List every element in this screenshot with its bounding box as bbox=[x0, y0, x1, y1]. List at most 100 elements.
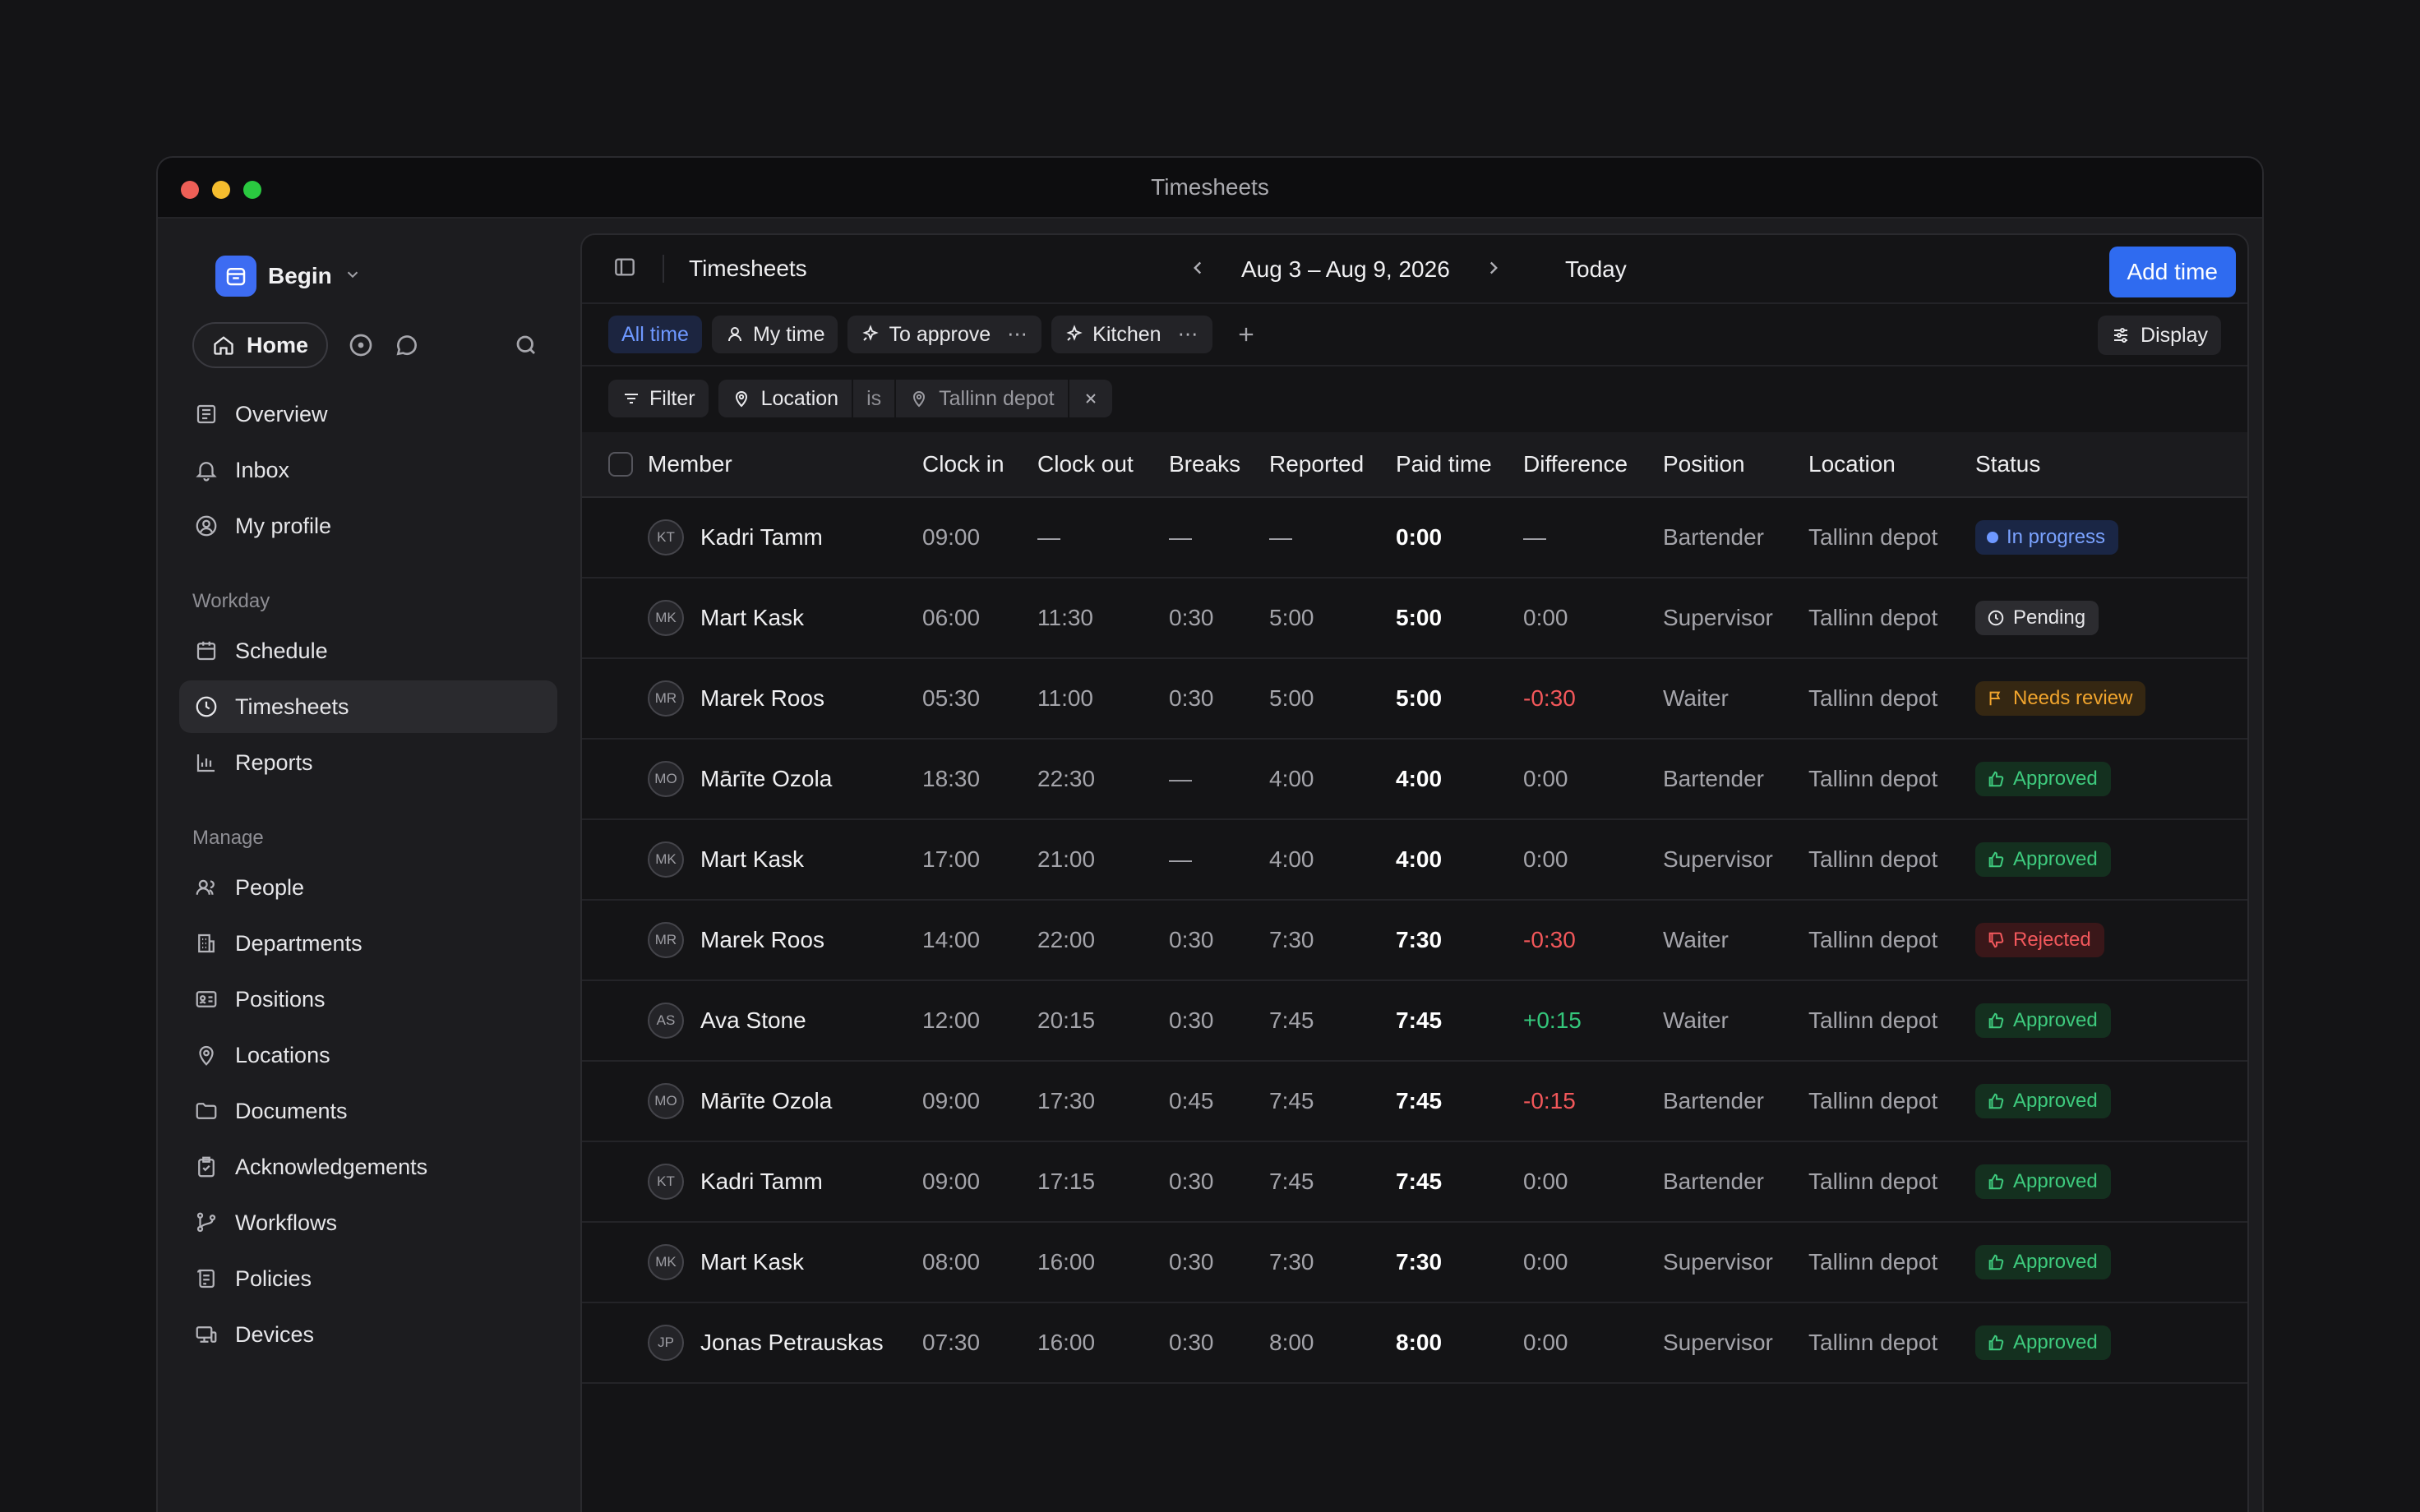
sidebar-item-policies[interactable]: Policies bbox=[179, 1252, 557, 1305]
table-row[interactable]: MO Mārīte Ozola 18:30 22:30 — 4:00 4:00 0:00 Bar… bbox=[582, 740, 2247, 820]
select-all-checkbox[interactable] bbox=[608, 452, 633, 477]
sidebar-item-people[interactable]: People bbox=[179, 861, 557, 914]
filter-operator[interactable]: is bbox=[853, 380, 897, 417]
status-badge[interactable]: In progress bbox=[1975, 520, 2119, 555]
table-row[interactable]: JP Jonas Petrauskas 07:30 16:00 0:30 8:00 8:00… bbox=[582, 1303, 2247, 1384]
table-row[interactable]: MO Mārīte Ozola 09:00 17:30 0:45 7:45 7:45 -0:1… bbox=[582, 1062, 2247, 1142]
column-reported[interactable]: Reported bbox=[1269, 451, 1365, 477]
table-row[interactable]: MK Mart Kask 17:00 21:00 — 4:00 4:00 0:00 Superv… bbox=[582, 820, 2247, 901]
sidebar-item-workflows[interactable]: Workflows bbox=[179, 1196, 557, 1249]
member-name[interactable]: Kadri Tamm bbox=[700, 524, 823, 550]
minimize-window-button[interactable] bbox=[212, 181, 230, 199]
sidebar-item-acknowledgements[interactable]: Acknowledgements bbox=[179, 1141, 557, 1193]
sparkle-icon bbox=[1066, 325, 1083, 341]
more-options-icon[interactable]: ⋯ bbox=[1177, 323, 1199, 346]
messages-button[interactable] bbox=[384, 322, 430, 368]
display-button[interactable]: Display bbox=[2098, 316, 2221, 355]
sidebar-item-schedule[interactable]: Schedule bbox=[179, 625, 557, 677]
sidebar-item-inbox[interactable]: Inbox bbox=[179, 444, 557, 496]
member-name[interactable]: Mārīte Ozola bbox=[700, 1088, 833, 1113]
member-name[interactable]: Marek Roos bbox=[700, 927, 824, 952]
divider bbox=[663, 255, 664, 283]
member-name[interactable]: Kadri Tamm bbox=[700, 1169, 823, 1194]
status-label: Rejected bbox=[2013, 929, 2091, 951]
column-status[interactable]: Status bbox=[1975, 451, 2041, 477]
status-badge[interactable]: Approved bbox=[1975, 1084, 2111, 1118]
column-location[interactable]: Location bbox=[1808, 451, 1896, 477]
status-badge[interactable]: Pending bbox=[1975, 601, 2099, 635]
filter-field[interactable]: Location bbox=[718, 380, 854, 417]
member-name[interactable]: Marek Roos bbox=[700, 685, 824, 711]
position: Bartender bbox=[1663, 1169, 1764, 1194]
member-name[interactable]: Mart Kask bbox=[700, 1249, 805, 1275]
search-button[interactable] bbox=[503, 322, 549, 368]
table-row[interactable]: AS Ava Stone 12:00 20:15 0:30 7:45 7:45 +0:15 Wa… bbox=[582, 981, 2247, 1062]
status-badge[interactable]: Approved bbox=[1975, 1325, 2111, 1360]
table-row[interactable]: MK Mart Kask 08:00 16:00 0:30 7:30 7:30 0:00 Sup… bbox=[582, 1223, 2247, 1303]
add-view-button[interactable] bbox=[1227, 316, 1265, 353]
status-badge[interactable]: Rejected bbox=[1975, 923, 2104, 957]
status-badge[interactable]: Needs review bbox=[1975, 681, 2146, 716]
filter-field-label: Location bbox=[760, 386, 839, 410]
sidebar-item-departments[interactable]: Departments bbox=[179, 917, 557, 970]
sidebar-item-positions[interactable]: Positions bbox=[179, 973, 557, 1026]
sidebar-item-documents[interactable]: Documents bbox=[179, 1085, 557, 1137]
titlebar: Timesheets bbox=[158, 158, 2262, 219]
status-badge[interactable]: Approved bbox=[1975, 1003, 2111, 1038]
remove-filter-button[interactable] bbox=[1069, 380, 1112, 417]
column-clock-out[interactable]: Clock out bbox=[1037, 451, 1134, 477]
clock-in: 09:00 bbox=[922, 1169, 981, 1194]
status-label: Approved bbox=[2013, 1009, 2098, 1031]
table-row[interactable]: MR Marek Roos 05:30 11:00 0:30 5:00 5:00 -0:30 W… bbox=[582, 659, 2247, 740]
activity-button[interactable] bbox=[338, 322, 384, 368]
sidebar-item-label: Documents bbox=[235, 1098, 348, 1123]
table-row[interactable]: MR Marek Roos 14:00 22:00 0:30 7:30 7:30 -0:30 W… bbox=[582, 901, 2247, 981]
table-row[interactable]: KT Kadri Tamm 09:00 — — — 0:00 — Bartender Tallin… bbox=[582, 498, 2247, 579]
table-row[interactable]: KT Kadri Tamm 09:00 17:15 0:30 7:45 7:45 0:00 Ba… bbox=[582, 1142, 2247, 1223]
filter-button[interactable]: Filter bbox=[608, 380, 709, 417]
today-button[interactable]: Today bbox=[1565, 256, 1627, 282]
column-difference[interactable]: Difference bbox=[1523, 451, 1628, 477]
filter-value[interactable]: Tallinn depot bbox=[896, 380, 1069, 417]
column-paid-time[interactable]: Paid time bbox=[1396, 451, 1492, 477]
tab-my-time[interactable]: My time bbox=[711, 316, 838, 353]
position: Bartender bbox=[1663, 766, 1764, 791]
date-range[interactable]: Aug 3 – Aug 9, 2026 bbox=[1241, 256, 1450, 282]
reported: 7:30 bbox=[1269, 927, 1314, 952]
tab-kitchen[interactable]: Kitchen ⋯ bbox=[1051, 316, 1212, 353]
next-week-button[interactable] bbox=[1483, 257, 1504, 283]
member-name[interactable]: Mart Kask bbox=[700, 605, 805, 630]
close-window-button[interactable] bbox=[181, 181, 199, 199]
home-button[interactable]: Home bbox=[192, 322, 329, 368]
more-options-icon[interactable]: ⋯ bbox=[1007, 323, 1029, 346]
sidebar-item-overview[interactable]: Overview bbox=[179, 388, 557, 440]
member-name[interactable]: Ava Stone bbox=[700, 1007, 806, 1033]
status-badge[interactable]: Approved bbox=[1975, 1164, 2111, 1199]
sidebar-item-my-profile[interactable]: My profile bbox=[179, 500, 557, 552]
workspace-switcher[interactable]: Begin bbox=[179, 251, 557, 301]
column-position[interactable]: Position bbox=[1663, 451, 1745, 477]
member-name[interactable]: Mart Kask bbox=[700, 846, 805, 872]
table-row[interactable]: MK Mart Kask 06:00 11:30 0:30 5:00 5:00 0:00 Sup… bbox=[582, 579, 2247, 659]
tab-all-time[interactable]: All time bbox=[608, 316, 702, 353]
clock-out: 21:00 bbox=[1037, 846, 1096, 872]
status-badge[interactable]: Approved bbox=[1975, 842, 2111, 877]
sidebar-item-timesheets[interactable]: Timesheets bbox=[179, 680, 557, 733]
add-time-button[interactable]: Add time bbox=[2108, 247, 2236, 297]
member-name[interactable]: Jonas Petrauskas bbox=[700, 1330, 884, 1355]
maximize-window-button[interactable] bbox=[243, 181, 261, 199]
newspaper-icon bbox=[196, 404, 216, 424]
member-name[interactable]: Mārīte Ozola bbox=[700, 766, 833, 791]
tab-to-approve[interactable]: To approve ⋯ bbox=[847, 316, 1042, 353]
status-badge[interactable]: Approved bbox=[1975, 1245, 2111, 1279]
sidebar-item-reports[interactable]: Reports bbox=[179, 736, 557, 789]
sidebar-item-locations[interactable]: Locations bbox=[179, 1029, 557, 1081]
reported: 5:00 bbox=[1269, 685, 1314, 711]
column-clock-in[interactable]: Clock in bbox=[922, 451, 1004, 477]
previous-week-button[interactable] bbox=[1187, 257, 1208, 283]
sidebar-item-devices[interactable]: Devices bbox=[179, 1308, 557, 1361]
column-member[interactable]: Member bbox=[648, 451, 732, 477]
status-badge[interactable]: Approved bbox=[1975, 762, 2111, 796]
column-breaks[interactable]: Breaks bbox=[1169, 451, 1241, 477]
sidebar-toggle-button[interactable] bbox=[612, 254, 638, 284]
